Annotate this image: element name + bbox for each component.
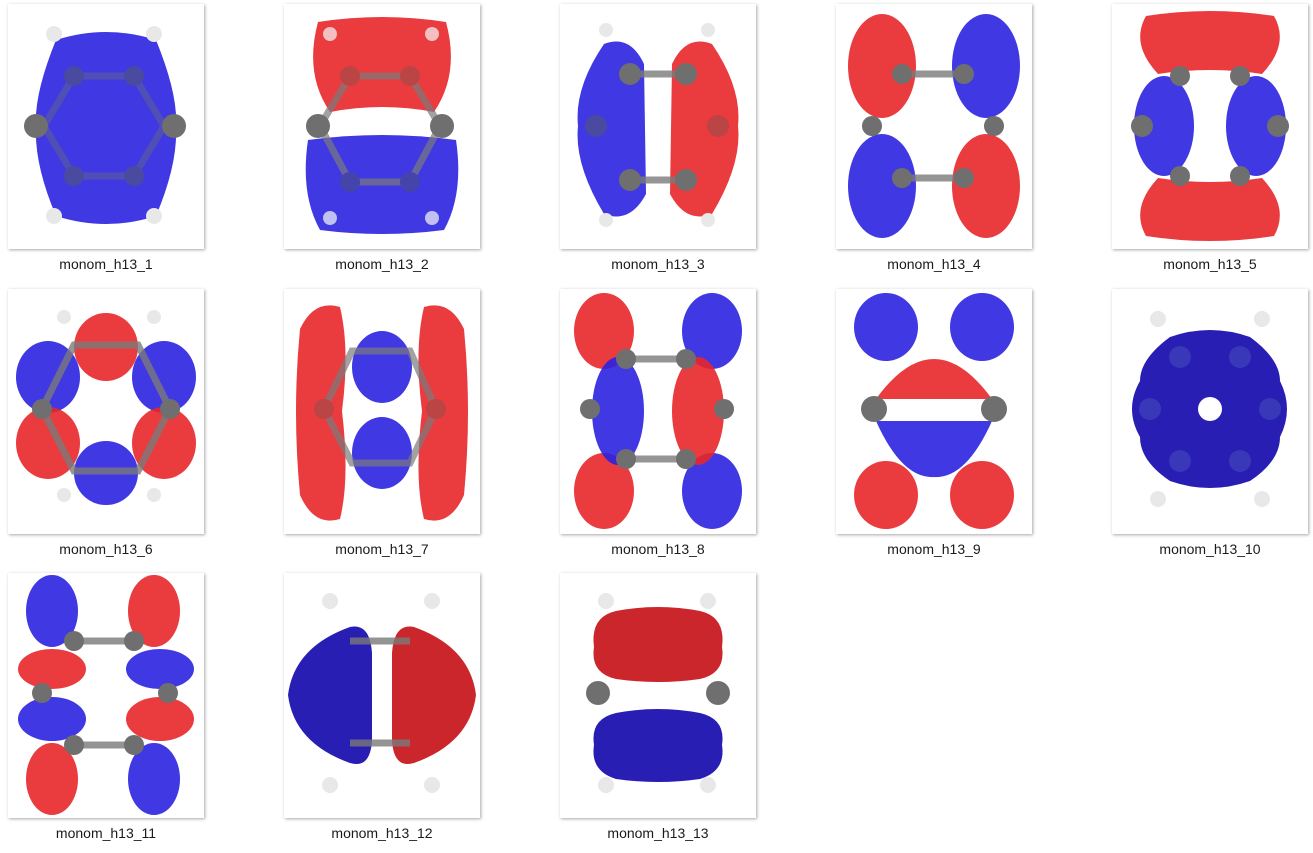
orbital-image-11	[18, 575, 194, 815]
file-tile-13[interactable]: monom_h13_13	[560, 573, 836, 853]
orbital-image-10	[1132, 311, 1287, 507]
orbital-thumbnail[interactable]	[836, 4, 1032, 249]
file-tile-3[interactable]: monom_h13_3	[560, 4, 836, 288]
orbital-thumbnail[interactable]	[284, 4, 480, 249]
file-tile-5[interactable]: monom_h13_5	[1112, 4, 1313, 288]
orbital-image-5	[1131, 11, 1289, 241]
file-name[interactable]: monom_h13_11	[55, 825, 157, 841]
file-tile-10[interactable]: monom_h13_10	[1112, 289, 1313, 573]
file-tile-8[interactable]: monom_h13_8	[560, 289, 836, 573]
file-tile-1[interactable]: monom_h13_1	[8, 4, 284, 288]
file-tile-7[interactable]: monom_h13_7	[284, 289, 560, 573]
orbital-image-8	[574, 293, 742, 529]
file-name[interactable]: monom_h13_2	[335, 256, 429, 272]
file-tile-4[interactable]: monom_h13_4	[836, 4, 1112, 288]
orbital-thumbnail[interactable]	[836, 289, 1032, 534]
file-name[interactable]: monom_h13_4	[887, 256, 981, 272]
orbital-image-1	[24, 26, 186, 224]
orbital-thumbnail[interactable]	[560, 573, 756, 818]
file-tile-9[interactable]: monom_h13_9	[836, 289, 1112, 573]
file-name[interactable]: monom_h13_1	[59, 256, 153, 272]
orbital-image-12	[288, 593, 476, 793]
file-name[interactable]: monom_h13_9	[887, 541, 981, 557]
file-name[interactable]: monom_h13_7	[335, 541, 429, 557]
orbital-image-3	[577, 23, 739, 227]
file-tile-2[interactable]: monom_h13_2	[284, 4, 560, 288]
file-tile-12[interactable]: monom_h13_12	[284, 573, 560, 853]
orbital-thumbnail[interactable]	[8, 4, 204, 249]
file-name[interactable]: monom_h13_8	[611, 541, 705, 557]
file-name[interactable]: monom_h13_10	[1159, 541, 1261, 557]
file-name[interactable]: monom_h13_3	[611, 256, 705, 272]
orbital-image-4	[848, 14, 1020, 238]
file-name[interactable]: monom_h13_12	[331, 825, 433, 841]
orbital-image-7	[296, 305, 468, 521]
file-name[interactable]: monom_h13_5	[1163, 256, 1257, 272]
orbital-thumbnail[interactable]	[284, 289, 480, 534]
orbital-image-13	[586, 593, 730, 793]
orbital-thumbnail[interactable]	[560, 289, 756, 534]
orbital-thumbnail[interactable]	[284, 573, 480, 818]
orbital-thumbnail[interactable]	[1112, 289, 1308, 534]
file-tile-11[interactable]: monom_h13_11	[8, 573, 284, 853]
orbital-thumbnail[interactable]	[560, 4, 756, 249]
orbital-thumbnail[interactable]	[8, 573, 204, 818]
orbital-image-6	[16, 310, 196, 505]
file-tile-6[interactable]: monom_h13_6	[8, 289, 284, 573]
file-name[interactable]: monom_h13_13	[607, 825, 709, 841]
orbital-image-9	[854, 293, 1014, 529]
orbital-thumbnail[interactable]	[1112, 4, 1308, 249]
orbital-thumbnail[interactable]	[8, 289, 204, 534]
orbital-image-2	[305, 17, 459, 234]
file-name[interactable]: monom_h13_6	[59, 541, 153, 557]
